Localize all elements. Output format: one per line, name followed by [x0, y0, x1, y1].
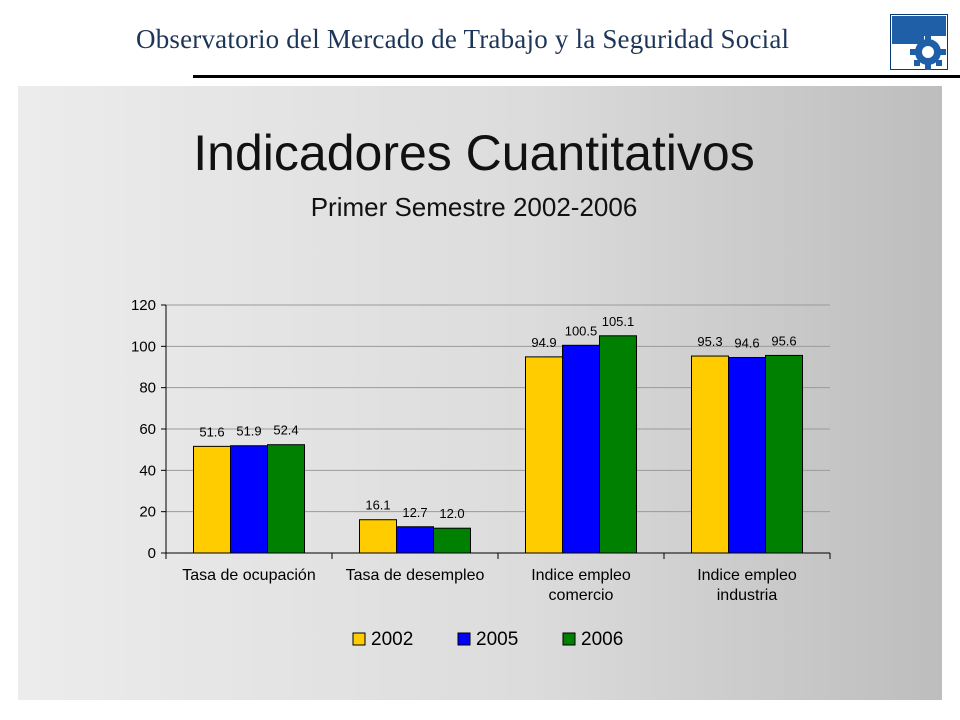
bar-2002	[359, 519, 397, 554]
data-label: 94.9	[531, 335, 556, 350]
x-category-label: Indice empleo	[531, 567, 631, 584]
slide-title: Indicadores Cuantitativos	[193, 125, 755, 181]
x-category-label: industria	[717, 587, 778, 604]
header: Observatorio del Mercado de Trabajo y la…	[0, 0, 960, 82]
bar-2006	[433, 527, 471, 554]
observatory-title: Observatorio del Mercado de Trabajo y la…	[136, 24, 790, 54]
data-label: 95.3	[697, 334, 722, 349]
bar-2002	[525, 356, 563, 554]
x-category-label: Indice empleo	[697, 567, 797, 584]
x-category-label: Tasa de ocupación	[182, 567, 315, 584]
bar-2006	[765, 354, 803, 554]
data-label: 16.1	[365, 498, 390, 513]
bar-2002	[691, 355, 729, 554]
slide-subtitle: Primer Semestre 2002-2006	[310, 192, 638, 222]
y-tick-label: 20	[139, 504, 156, 521]
data-label: 95.6	[771, 333, 796, 348]
data-label: 12.7	[402, 505, 427, 520]
bar-2006	[599, 335, 637, 554]
data-label: 51.9	[236, 424, 261, 439]
bar-2005	[562, 344, 600, 554]
bar-2005	[396, 526, 434, 554]
y-tick-label: 80	[139, 380, 156, 397]
y-tick-label: 60	[139, 421, 156, 438]
header-divider	[193, 75, 893, 78]
bar-2005	[230, 445, 268, 554]
y-tick-label: 100	[131, 338, 156, 355]
y-tick-label: 120	[131, 297, 156, 314]
legend-swatch-2006	[562, 632, 576, 646]
y-tick-label: 0	[148, 545, 156, 562]
legend-label: 2002	[371, 629, 413, 650]
data-label: 100.5	[565, 323, 598, 338]
bar-chart: 0 20 40 60 80 100 120 51.6 51.9 52.4 Tasa de ocupa…	[131, 297, 831, 650]
y-tick-label: 40	[139, 462, 156, 479]
data-label: 12.0	[439, 506, 464, 521]
legend-swatch-2005	[457, 632, 471, 646]
bar-2005	[728, 356, 766, 554]
data-label: 94.6	[734, 335, 759, 350]
gear-icon	[890, 14, 948, 70]
legend-label: 2006	[581, 629, 623, 650]
data-label: 52.4	[273, 423, 298, 438]
x-category-label: comercio	[549, 587, 614, 604]
legend-swatch-2002	[352, 632, 366, 646]
data-label: 105.1	[602, 314, 635, 329]
x-category-label: Tasa de desempleo	[346, 567, 485, 584]
bar-2002	[193, 445, 231, 554]
data-label: 51.6	[199, 424, 224, 439]
bar-2006	[267, 444, 305, 554]
header-divider-right	[893, 75, 960, 78]
legend-label: 2005	[476, 629, 518, 650]
